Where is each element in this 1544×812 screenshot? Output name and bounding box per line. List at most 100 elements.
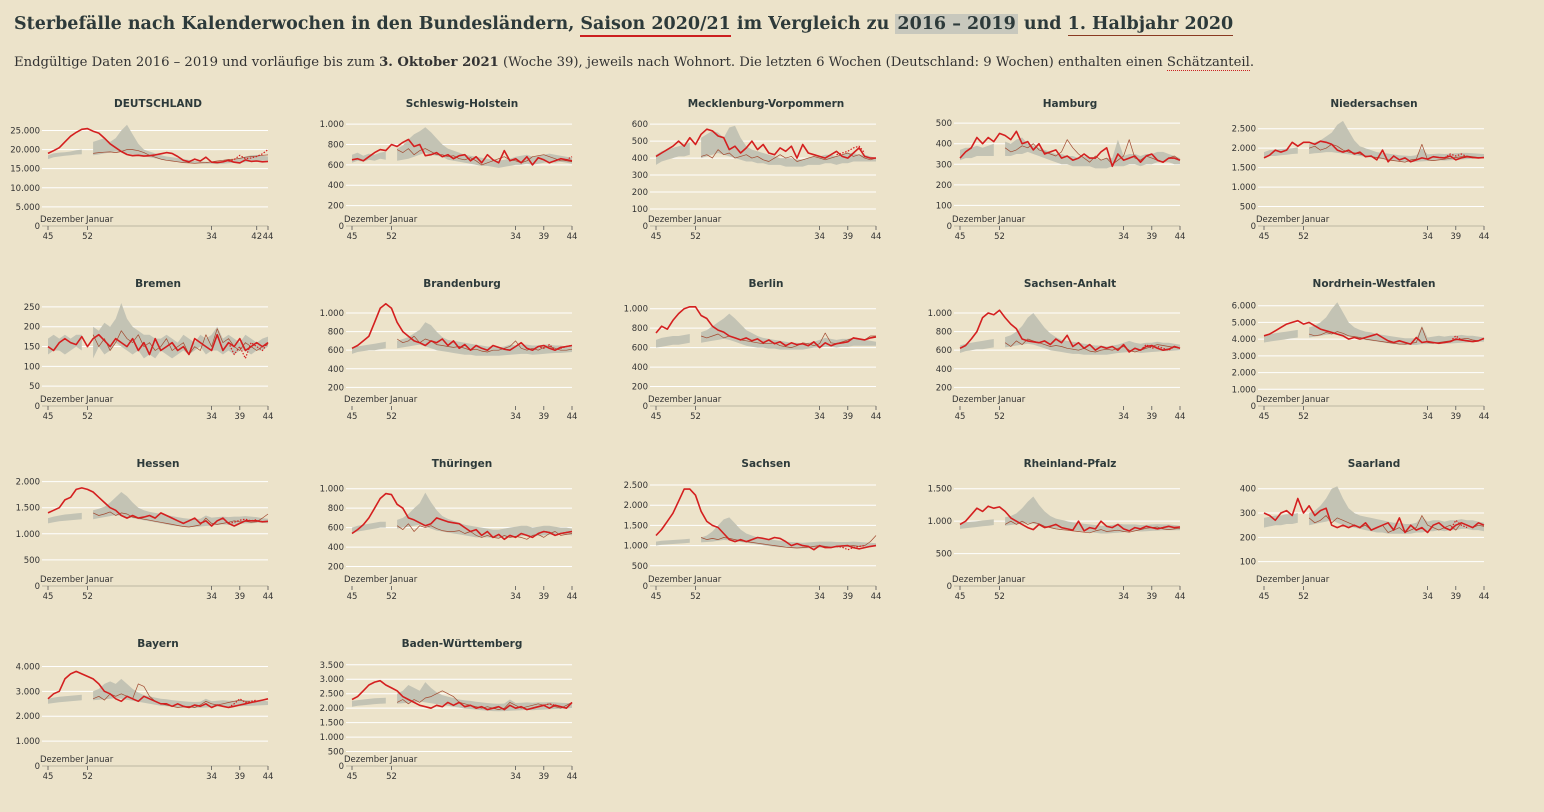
series-area-range — [960, 339, 994, 353]
series-area-range — [397, 492, 572, 538]
month-label: Januar — [389, 395, 418, 405]
x-tick-label: 34 — [814, 412, 825, 422]
title-highlight-halfyear: 1. Halbjahr 2020 — [1067, 14, 1234, 36]
y-tick-label: 0 — [643, 582, 648, 592]
series-area-range — [1005, 137, 1180, 169]
y-tick-label: 3.000 — [1232, 352, 1256, 362]
x-tick-label: 34 — [1118, 232, 1129, 242]
series-area-range — [48, 334, 82, 355]
x-tick-label: 44 — [1479, 232, 1490, 242]
y-tick-label: 1.000 — [16, 737, 40, 747]
series-area-range — [397, 682, 572, 712]
month-label: Januar — [85, 755, 114, 765]
x-tick-label: 44 — [871, 592, 882, 602]
x-tick-label: 44 — [1479, 592, 1490, 602]
chart-panel: Schleswig-Holstein 0 200 400 600 800 1.000 Deze… — [304, 92, 604, 272]
x-tick-label: 44 — [1175, 592, 1186, 602]
y-tick-label: 200 — [328, 383, 344, 393]
x-tick-label: 39 — [1450, 412, 1461, 422]
month-label: Dezember — [952, 395, 996, 405]
series-area-range — [1005, 496, 1180, 534]
title-highlight-season: Saison 2020/21 — [580, 14, 731, 37]
series-line-estimate — [532, 156, 573, 166]
y-tick-label: 200 — [632, 188, 648, 198]
chart-panel: Niedersachsen 0 500 1.000 1.500 2.000 2.500 Dez… — [1216, 92, 1516, 272]
x-tick-label: 52 — [1298, 592, 1309, 602]
y-tick-label: 1.500 — [16, 504, 40, 514]
x-tick-label: 34 — [814, 232, 825, 242]
y-tick-label: 500 — [936, 119, 952, 129]
y-tick-label: 800 — [328, 504, 344, 514]
x-tick-label: 52 — [994, 412, 1005, 422]
series-line-halfyear — [700, 149, 877, 162]
estimate-note: Schätzanteil — [1166, 55, 1250, 71]
series-line-season — [47, 670, 269, 709]
month-label: Dezember — [344, 575, 388, 585]
chart-svg: Schleswig-Holstein 0 200 400 600 800 1.000 Deze… — [320, 98, 578, 242]
series-line-season — [655, 128, 876, 159]
chart-svg: Sachsen 0 500 1.000 1.500 2.000 2.500 Dezember J… — [624, 458, 882, 602]
series-line-season — [351, 138, 573, 166]
x-tick-label: 52 — [1298, 412, 1309, 422]
chart-title: Mecklenburg-Vorpommern — [688, 98, 845, 110]
month-label: Dezember — [40, 575, 84, 585]
chart-panel: Brandenburg 200 400 600 800 1.000 Dezember Janu… — [304, 272, 604, 452]
chart-svg: Hessen 0 500 1.000 1.500 2.000 Dezember Januar 4… — [16, 458, 274, 602]
y-tick-label: 500 — [1240, 203, 1256, 213]
y-tick-label: 1.000 — [16, 530, 40, 540]
y-tick-label: 500 — [632, 137, 648, 147]
series-area-range — [656, 142, 690, 165]
y-tick-label: 200 — [328, 563, 344, 573]
x-tick-label: 52 — [690, 412, 701, 422]
x-tick-label: 45 — [43, 772, 54, 782]
x-tick-label: 34 — [206, 232, 217, 242]
x-tick-label: 39 — [234, 412, 245, 422]
chart-svg: Sachsen-Anhalt 200 400 600 800 1.000 Dezember J… — [928, 278, 1186, 422]
series-area-range — [352, 341, 386, 354]
series-area-range — [1309, 302, 1484, 345]
series-line-halfyear — [396, 335, 573, 353]
x-tick-label: 45 — [651, 232, 662, 242]
chart-panel: Rheinland-Pfalz 0 500 1.000 1.500 Dezember Jan… — [912, 452, 1212, 632]
x-tick-label: 45 — [1259, 412, 1270, 422]
chart-title: Baden-Württemberg — [402, 638, 523, 650]
y-tick-label: 2.000 — [1232, 144, 1256, 154]
y-tick-label: 2.000 — [1232, 369, 1256, 379]
chart-title: Berlin — [749, 278, 784, 290]
chart-panel: Berlin 0 200 400 600 800 1.000 Dezember Januar 45… — [608, 272, 908, 452]
series-area-range — [93, 124, 268, 165]
y-tick-label: 2.000 — [320, 704, 344, 714]
series-area-range — [1309, 120, 1484, 163]
chart-svg: Baden-Württemberg 0 500 1.000 1.500 2.000 2.50… — [320, 638, 578, 782]
series-line-season — [47, 127, 269, 164]
chart-svg: Berlin 0 200 400 600 800 1.000 Dezember Januar 45… — [624, 278, 882, 422]
y-tick-label: 200 — [24, 323, 40, 333]
month-label: Dezember — [40, 395, 84, 405]
chart-svg: DEUTSCHLAND 0 5.000 10.000 15.000 20.000 25.00… — [10, 98, 273, 242]
series-line-season — [655, 306, 877, 349]
x-tick-label: 52 — [386, 412, 397, 422]
x-tick-label: 52 — [1298, 232, 1309, 242]
series-area-range — [397, 127, 572, 168]
series-line-estimate — [1444, 519, 1468, 531]
series-line-halfyear — [92, 511, 269, 528]
month-label: Dezember — [952, 575, 996, 585]
x-tick-label: 39 — [538, 592, 549, 602]
y-tick-label: 3.500 — [320, 661, 344, 671]
series-line-season — [959, 309, 1181, 353]
x-tick-label: 44 — [567, 412, 578, 422]
y-tick-label: 2.000 — [16, 478, 40, 488]
y-tick-label: 600 — [328, 524, 344, 534]
chart-panel: Mecklenburg-Vorpommern 0 100 200 300 400 500 60… — [608, 92, 908, 272]
y-tick-label: 1.000 — [1232, 385, 1256, 395]
x-tick-label: 45 — [955, 232, 966, 242]
y-tick-label: 400 — [936, 365, 952, 375]
x-tick-label: 34 — [814, 592, 825, 602]
x-tick-label: 34 — [510, 412, 521, 422]
y-tick-label: 400 — [1240, 485, 1256, 495]
page-subtitle: Endgültige Daten 2016 – 2019 und vorläuf… — [14, 55, 1255, 71]
chart-panel: Baden-Württemberg 0 500 1.000 1.500 2.000 2.50… — [304, 632, 604, 812]
series-line-halfyear — [1308, 515, 1485, 533]
page-title: Sterbefälle nach Kalenderwochen in den B… — [14, 14, 1234, 37]
